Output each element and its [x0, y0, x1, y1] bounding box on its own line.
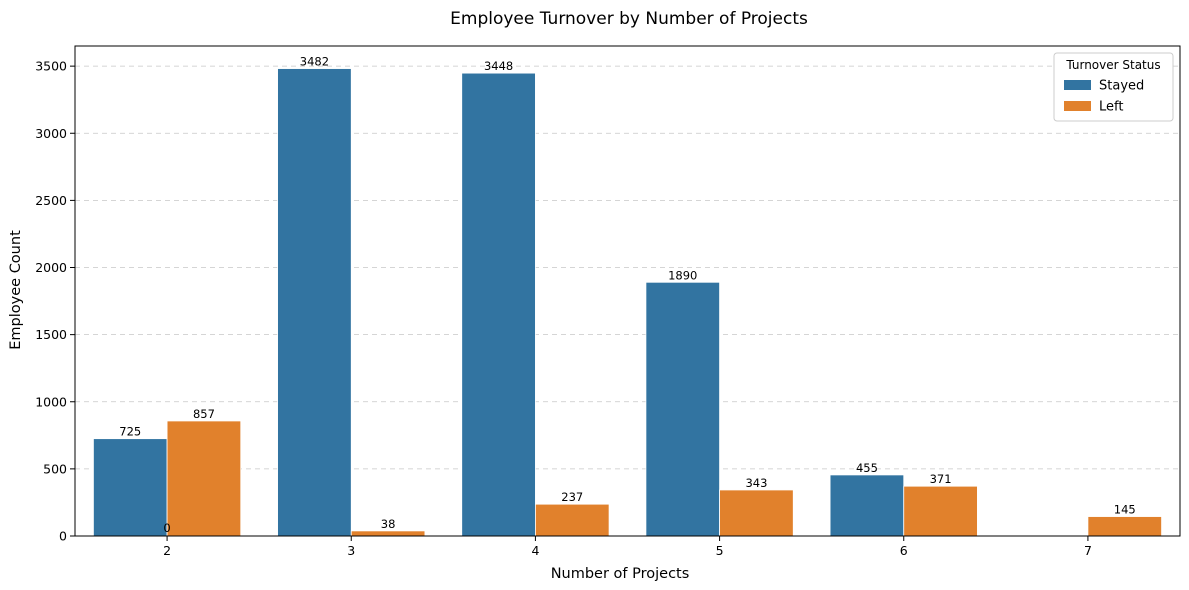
x-tick-label: 2: [163, 543, 171, 558]
data-label-stayed-2: 725: [119, 425, 141, 439]
bar-stayed-5: [645, 281, 720, 537]
x-tick-label: 7: [1084, 543, 1092, 558]
x-tick-label: 3: [347, 543, 355, 558]
plot-frame: [74, 45, 1181, 537]
data-label-stayed-5: 1890: [668, 268, 697, 282]
axes: 0 500 1000 1500 2000 2500 3000 3500 2 3 4 5 6 7: [35, 45, 1181, 558]
data-label-stayed-6: 455: [856, 461, 878, 475]
legend-swatch-stayed: [1064, 80, 1091, 90]
data-label-left-3: 38: [381, 517, 396, 531]
y-axis-label: Employee Count: [8, 230, 24, 350]
x-tick-label: 6: [900, 543, 908, 558]
data-label-stayed-7: 0: [163, 521, 170, 535]
data-label-left-2: 857: [193, 407, 215, 421]
bars: [93, 68, 1162, 537]
data-label-stayed-3: 3482: [300, 55, 329, 69]
data-label-left-6: 371: [930, 472, 952, 486]
data-label-left-7: 145: [1114, 503, 1136, 517]
y-tick-label: 3500: [35, 59, 67, 74]
grid: [75, 65, 1180, 470]
y-tick-label: 0: [59, 529, 67, 544]
data-labels: 725 857 3482 38 3448 237 1890 343 455 371 0 145: [119, 55, 1135, 535]
y-tick-label: 2500: [35, 193, 67, 208]
y-tick-label: 3000: [35, 126, 67, 141]
bar-stayed-2: [93, 438, 168, 537]
data-label-left-4: 237: [561, 490, 583, 504]
bar-left-5: [719, 489, 794, 537]
bar-left-4: [535, 503, 610, 537]
bar-stayed-4: [461, 72, 536, 537]
legend-title: Turnover Status: [1065, 58, 1160, 72]
legend-label-left: Left: [1099, 100, 1123, 115]
data-label-stayed-4: 3448: [484, 59, 513, 73]
y-tick-label: 1500: [35, 327, 67, 342]
bar-left-6: [903, 485, 978, 537]
legend-label-stayed: Stayed: [1099, 79, 1144, 94]
x-axis-label: Number of Projects: [551, 566, 690, 582]
bar-left-3: [350, 530, 426, 537]
y-tick-label: 1000: [35, 394, 67, 409]
x-tick-label: 4: [531, 543, 539, 558]
chart-title: Employee Turnover by Number of Projects: [450, 9, 808, 29]
bar-stayed-6: [829, 474, 905, 537]
bar-stayed-3: [277, 68, 352, 537]
y-tick-label: 2000: [35, 260, 67, 275]
data-label-left-5: 343: [745, 476, 767, 490]
legend-swatch-left: [1064, 101, 1091, 111]
legend: Turnover Status Stayed Left: [1053, 52, 1174, 122]
x-tick-label: 5: [716, 543, 724, 558]
bar-left-7: [1087, 516, 1162, 537]
bar-left-2: [166, 420, 242, 537]
y-tick-label: 500: [43, 461, 67, 476]
